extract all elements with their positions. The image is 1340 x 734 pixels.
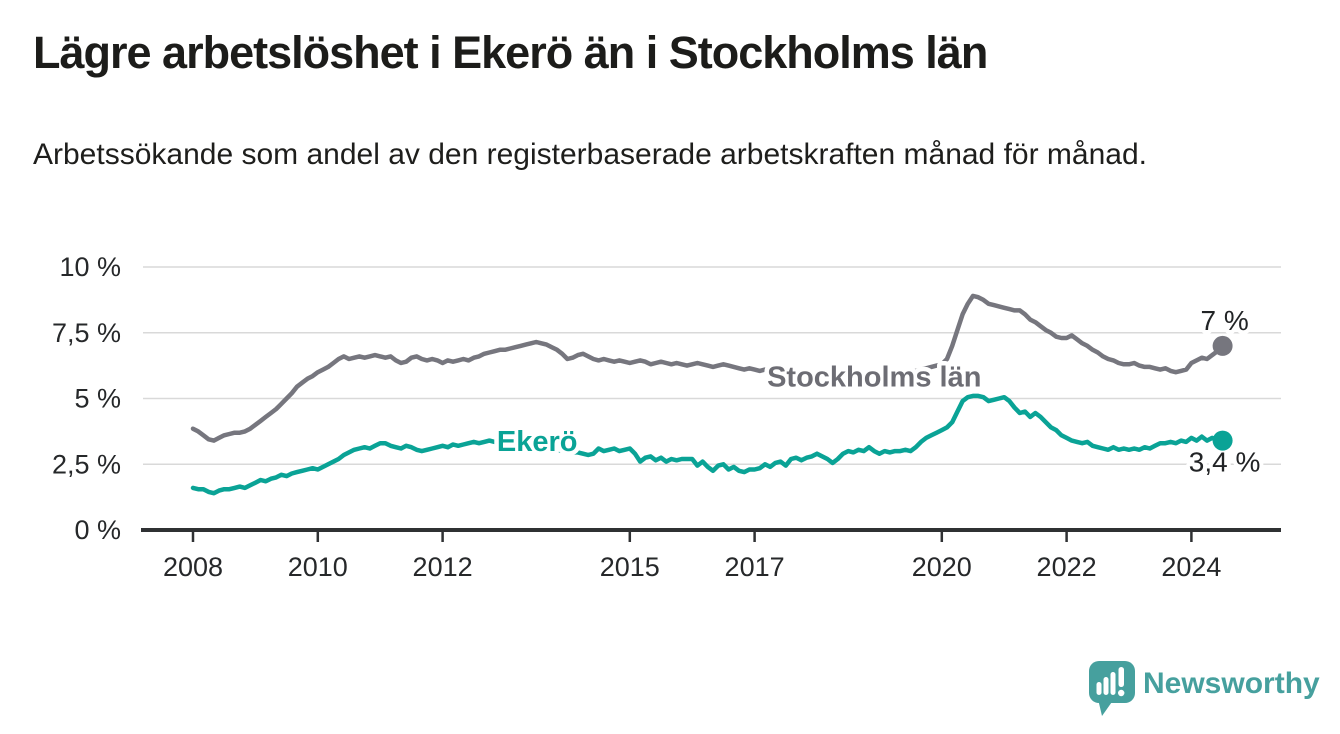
x-axis-tick-label: 2017 <box>725 552 785 582</box>
page-title: Lägre arbetslöshet i Ekerö än i Stockhol… <box>33 27 988 78</box>
newsworthy-logo: Newsworthy <box>1089 661 1320 716</box>
bar-medium <box>1103 677 1109 695</box>
x-axis-tick-label: 2022 <box>1037 552 1097 582</box>
y-axis-tick-label: 5 % <box>74 384 121 414</box>
endpoint-dot-ekero <box>1212 430 1233 451</box>
y-axis-tick-label: 10 % <box>59 252 121 282</box>
line-ekero <box>190 393 1225 496</box>
x-axis-tick-label: 2024 <box>1161 552 1221 582</box>
bar-large <box>1110 672 1116 695</box>
x-axis-tick-label: 2012 <box>413 552 473 582</box>
endpoint-dot-stockholms-lan <box>1212 335 1233 356</box>
line-stockholms-lan <box>190 293 1225 443</box>
logo-wordmark: Newsworthy <box>1143 667 1320 700</box>
x-axis-tick-label: 2008 <box>163 552 223 582</box>
x-axis-tick-label: 2020 <box>912 552 972 582</box>
y-axis-tick-label: 7,5 % <box>52 318 121 348</box>
speech-bubble-bar-chart-icon <box>1089 661 1135 716</box>
series-label-ekero: Ekerö <box>497 426 578 458</box>
exclamation-bar <box>1118 667 1124 687</box>
x-axis-tick-label: 2010 <box>288 552 348 582</box>
end-value-label-ekero: 3,4 % <box>1189 447 1261 478</box>
bar-small <box>1096 682 1102 695</box>
chart-subtitle: Arbetssökande som andel av den registerb… <box>33 138 1147 171</box>
series-label-stockholms-lan: Stockholms län <box>767 362 981 394</box>
exclamation-dot <box>1118 689 1125 697</box>
y-axis-tick-label: 0 % <box>74 515 121 545</box>
x-axis-tick-label: 2015 <box>600 552 660 582</box>
end-value-label-stockholms-lan: 7 % <box>1200 305 1248 336</box>
y-axis-tick-label: 2,5 % <box>52 449 121 479</box>
